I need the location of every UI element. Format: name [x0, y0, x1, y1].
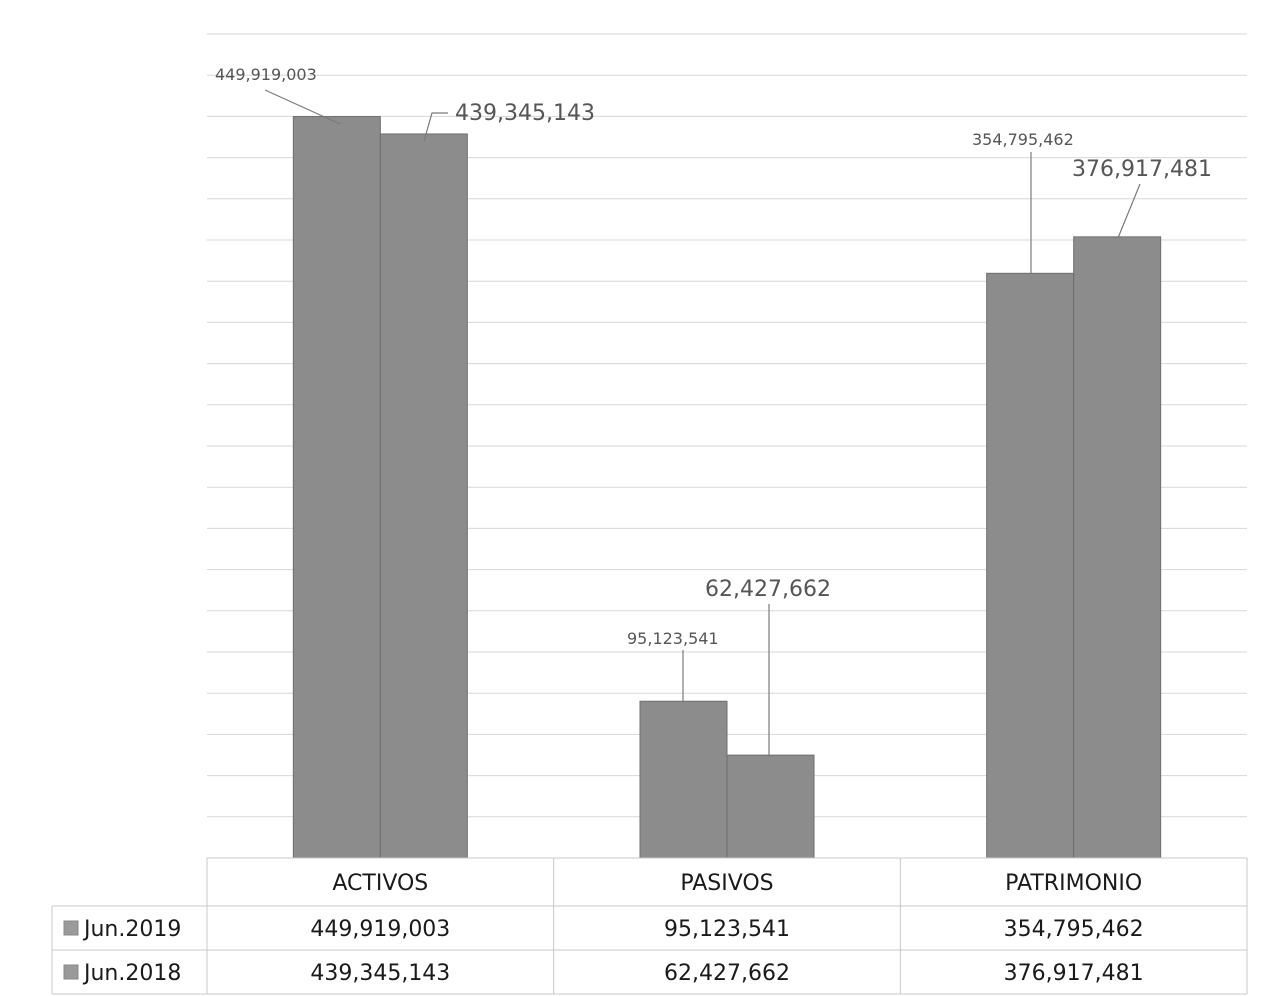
table-cell-patrimonio-jun.2019: 354,795,462 [1004, 917, 1144, 942]
legend-key-jun.2019 [63, 920, 79, 936]
leader-line-activos-jun.2019 [264, 89, 341, 125]
category-label-pasivos: PASIVOS [680, 871, 773, 896]
category-label-patrimonio: PATRIMONIO [1005, 871, 1142, 896]
data-label-activos-jun.2018: 439,345,143 [455, 101, 595, 126]
bar-patrimonio-jun.2019 [986, 272, 1075, 859]
data-label-pasivos-jun.2019: 95,123,541 [627, 629, 719, 648]
leader-line-activos-jun.2018 [423, 112, 448, 142]
bar-activos-jun.2018 [379, 133, 468, 859]
category-label-activos: ACTIVOS [332, 871, 428, 896]
bar-pasivos-jun.2018 [726, 754, 815, 859]
table-cell-activos-jun.2019: 449,919,003 [310, 917, 450, 942]
bars [292, 116, 1162, 859]
table-cell-pasivos-jun.2018: 62,427,662 [664, 961, 790, 986]
bar-pasivos-jun.2019 [639, 700, 728, 859]
data-label-patrimonio-jun.2019: 354,795,462 [972, 130, 1074, 149]
data-table: ACTIVOS PASIVOS PATRIMONIO Jun.2019 449,919,… [51, 857, 1248, 995]
legend-key-jun.2018 [63, 964, 79, 980]
bar-activos-jun.2019 [292, 116, 381, 859]
data-label-activos-jun.2019: 449,919,003 [215, 65, 317, 84]
legend-label-jun.2019: Jun.2019 [82, 917, 181, 942]
legend-label-jun.2018: Jun.2018 [82, 961, 181, 986]
leader-line-patrimonio-jun.2018 [1117, 183, 1141, 239]
data-label-pasivos-jun.2018: 62,427,662 [705, 577, 831, 602]
table-cell-activos-jun.2018: 439,345,143 [310, 961, 450, 986]
data-labels: 449,919,003 439,345,143 95,123,541 62,427,6… [215, 65, 1212, 757]
table-cell-patrimonio-jun.2018: 376,917,481 [1004, 961, 1144, 986]
bar-patrimonio-jun.2018 [1073, 236, 1162, 859]
table-cell-pasivos-jun.2019: 95,123,541 [664, 917, 790, 942]
data-label-patrimonio-jun.2018: 376,917,481 [1072, 157, 1212, 182]
